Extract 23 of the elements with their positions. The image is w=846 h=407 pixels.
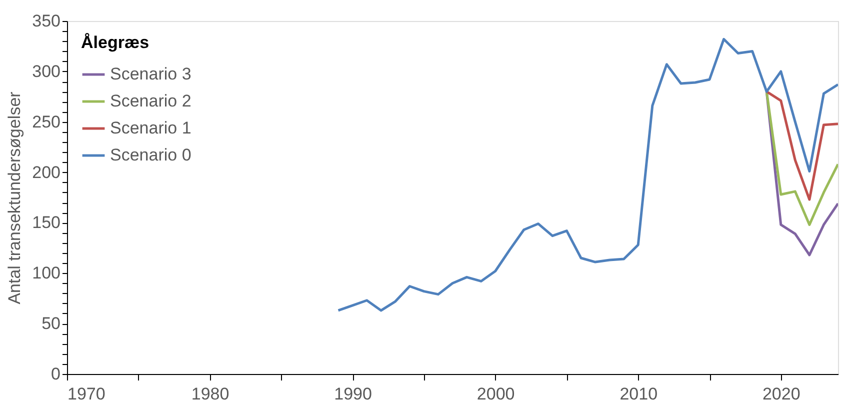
legend-label: Scenario 2 — [110, 92, 192, 110]
x-tick-label: 2020 — [762, 384, 800, 404]
x-tick-label: 1980 — [191, 384, 230, 404]
legend-label: Scenario 1 — [110, 118, 192, 138]
y-axis-title: Antal transektundersøgelser — [5, 91, 24, 304]
x-tick-label: 2010 — [620, 384, 658, 404]
x-tick-label: 2000 — [476, 384, 515, 404]
legend-title: Ålegræs — [81, 33, 150, 52]
line-series — [765, 90, 838, 201]
x-tick-label: 1990 — [334, 384, 372, 404]
line-series — [765, 90, 838, 226]
legend-label: Scenario 0 — [110, 146, 192, 164]
y-tick-label: 300 — [32, 62, 60, 81]
y-tick-label: 0 — [51, 364, 60, 384]
y-tick-label: 250 — [32, 112, 60, 132]
y-tick-label: 100 — [32, 264, 60, 283]
line-series — [337, 38, 838, 312]
y-tick-label: 350 — [32, 12, 60, 30]
legend-label: Scenario 3 — [110, 64, 192, 84]
y-tick-label: 150 — [32, 213, 60, 232]
y-tick-label: 200 — [32, 162, 60, 182]
y-tick-label: 50 — [42, 314, 60, 334]
x-tick-label: 1970 — [68, 384, 106, 404]
